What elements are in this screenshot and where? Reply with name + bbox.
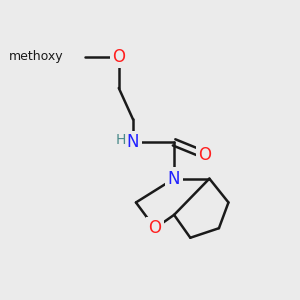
Text: H: H (116, 134, 126, 148)
Text: O: O (112, 47, 125, 65)
Text: N: N (127, 134, 139, 152)
Text: methoxy: methoxy (9, 50, 63, 63)
Text: O: O (198, 146, 211, 164)
Text: N: N (168, 169, 180, 188)
Text: O: O (148, 219, 161, 237)
